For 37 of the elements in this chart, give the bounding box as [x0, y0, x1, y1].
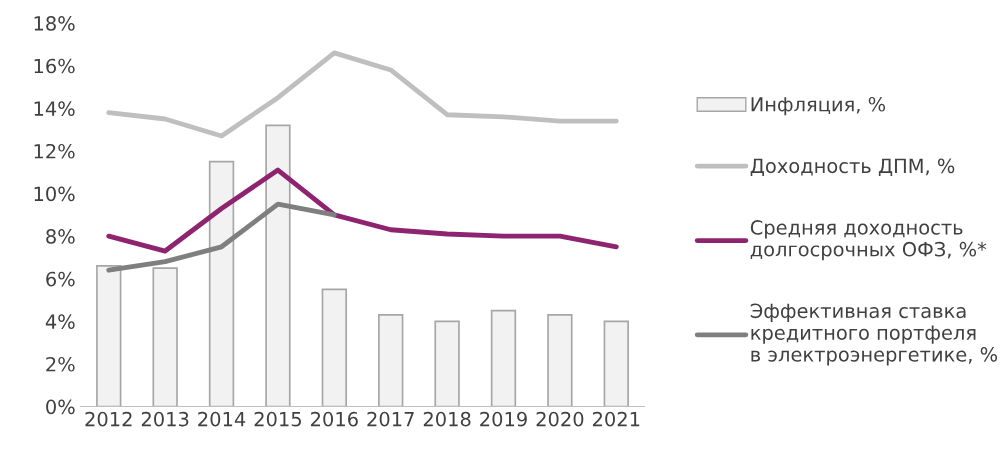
- line-series: [106, 167, 619, 254]
- y-tick-label: 8%: [46, 229, 75, 244]
- line-series: [106, 50, 619, 139]
- bar: [321, 288, 348, 407]
- y-tick-label: 4%: [45, 314, 75, 330]
- line-series: [106, 201, 337, 273]
- x-tick-label: 2012: [85, 411, 132, 427]
- y-tick-label: 18%: [34, 16, 75, 31]
- y-tick-label: 6%: [46, 271, 75, 287]
- bar: [434, 320, 460, 407]
- y-tick-label: 10%: [34, 186, 75, 202]
- bar: [208, 160, 235, 407]
- bar: [603, 320, 629, 407]
- y-tick-label: 0%: [46, 399, 75, 415]
- y-tick-label: 2%: [46, 356, 75, 372]
- legend-label: Эффективная ставка кредитного портфеля в электроэнергетике, %: [750, 303, 998, 366]
- x-tick-label: 2014: [198, 411, 246, 427]
- x-tick-label: 2018: [423, 411, 471, 427]
- bar: [265, 124, 291, 407]
- x-tick-label: 2021: [592, 411, 640, 427]
- legend-label: Средняя доходность долгосрочных ОФЗ, %*: [750, 220, 987, 261]
- legend-label: Доходность ДПМ, %: [750, 158, 955, 176]
- bar: [378, 314, 404, 407]
- x-tick-label: 2017: [367, 411, 414, 427]
- bar: [152, 267, 178, 407]
- legend-label: Инфляция, %: [751, 96, 886, 116]
- bar: [490, 309, 517, 407]
- x-tick-label: 2019: [480, 411, 527, 427]
- x-tick-label: 2016: [311, 411, 358, 427]
- x-tick-label: 2015: [254, 411, 301, 427]
- y-tick-label: 16%: [34, 58, 75, 74]
- bar: [96, 265, 122, 407]
- y-tick-label: 14%: [34, 101, 75, 116]
- x-tick-label: 2013: [141, 411, 189, 427]
- bar: [547, 314, 573, 407]
- x-tick-label: 2020: [536, 411, 584, 427]
- y-tick-label: 12%: [34, 143, 75, 159]
